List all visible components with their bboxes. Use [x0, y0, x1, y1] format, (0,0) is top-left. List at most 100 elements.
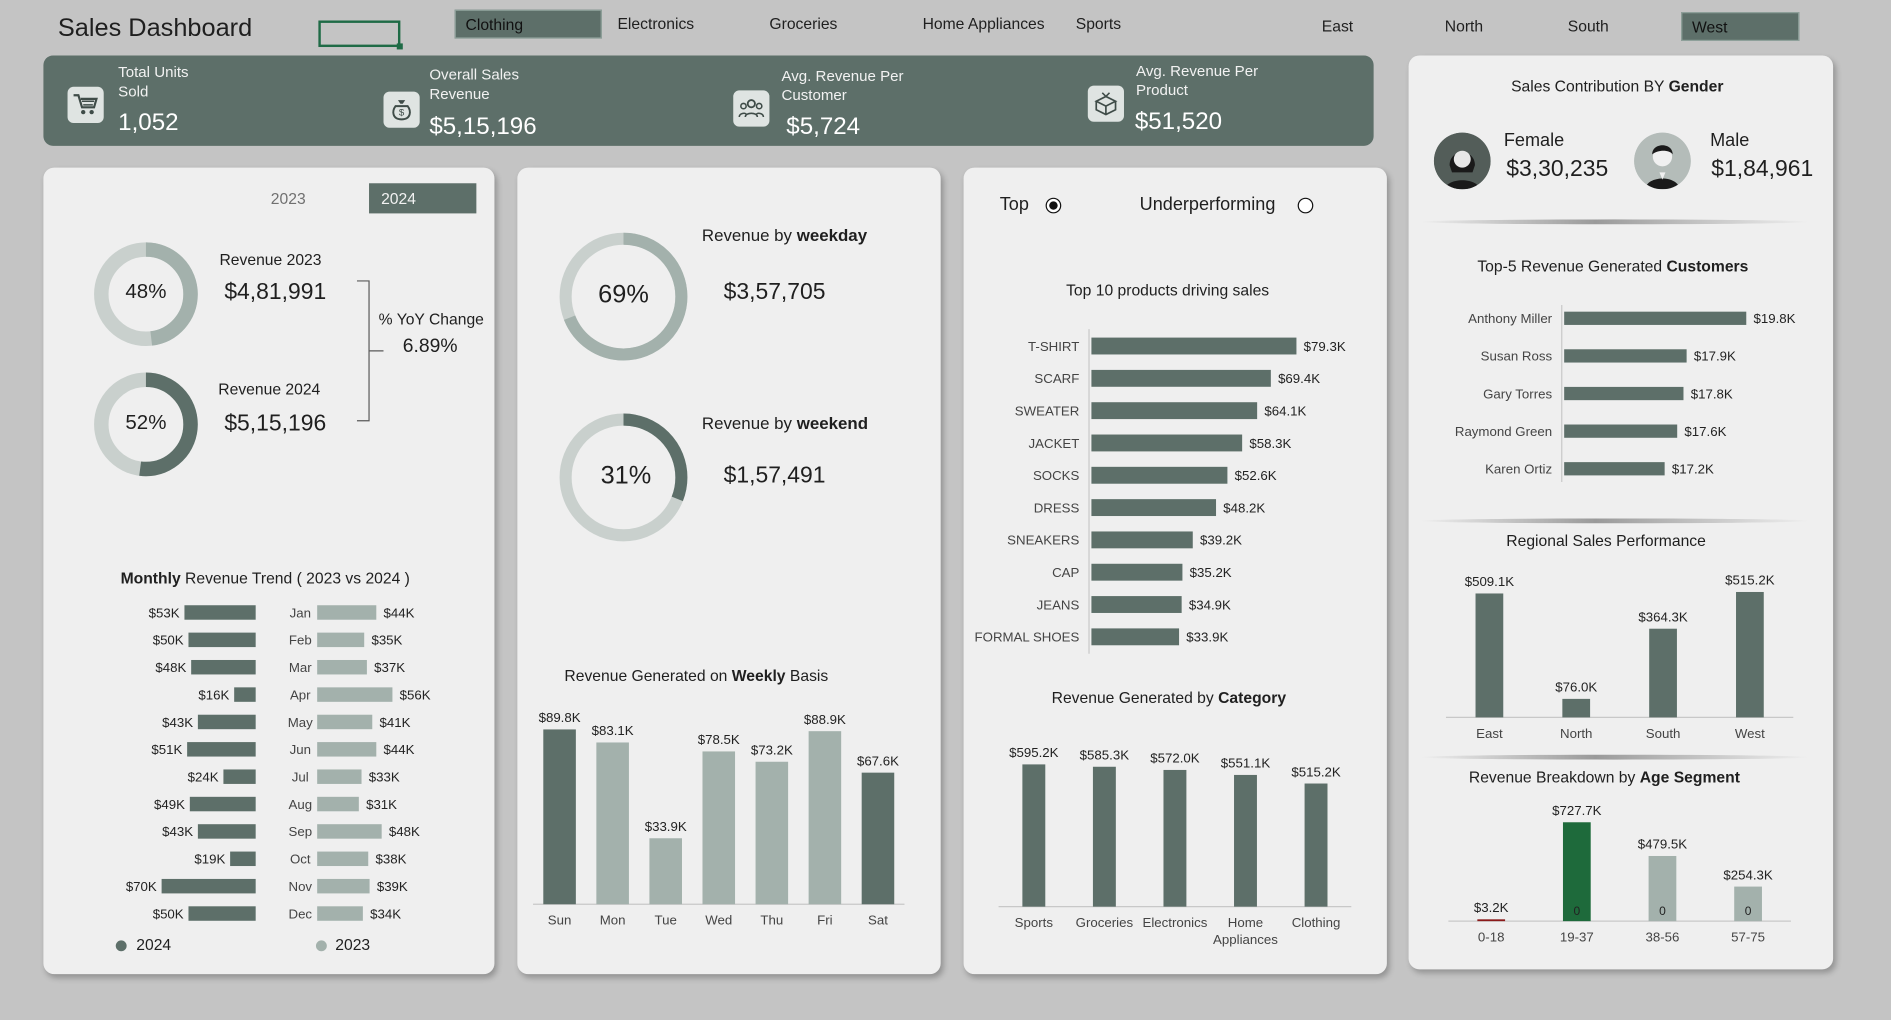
slicer-electronics[interactable]: Electronics	[617, 14, 695, 33]
category-chart: $595.2K Sports $585.3K Groceries $572.0K Elec…	[998, 745, 1352, 947]
radio-top[interactable]	[1045, 197, 1062, 214]
value-label-wed: $78.5K	[698, 732, 740, 747]
bar-electronics	[1163, 769, 1187, 907]
bar-2023-jul	[317, 769, 362, 784]
kpi-customer-label: Avg. Revenue Per Customer	[781, 67, 904, 104]
bar-dress	[1091, 499, 1217, 517]
bar-2024-feb	[188, 632, 256, 648]
value-label-north: $76.0K	[1555, 680, 1597, 695]
value-label-0-18: $3.2K	[1474, 900, 1509, 915]
month-label-jul: Jul	[292, 770, 309, 785]
donut-2023-arc	[94, 242, 198, 347]
monthly-chart: $53K Jan $44K $50K Feb $35K $48K Mar $37K $16K Apr…	[126, 605, 431, 921]
bar-2023-oct	[317, 851, 369, 867]
slicer-groceries[interactable]: Groceries	[769, 14, 838, 33]
revenue-2024-label: Revenue 2024	[218, 379, 321, 398]
slicer-east[interactable]: East	[1321, 16, 1354, 35]
customers-chart: Anthony Miller $19.8K Susan Ross $17.9K Gary…	[1455, 305, 1796, 483]
bar-2024-mar	[191, 659, 256, 675]
selected-cell[interactable]	[318, 20, 403, 50]
value-label-susan-ross: $17.9K	[1694, 349, 1736, 364]
toggle-2024[interactable]: 2024	[369, 183, 477, 214]
category-label-dress: DRESS	[1034, 500, 1080, 515]
label-2024-jan: $53K	[149, 605, 180, 620]
bar-karen-ortiz	[1564, 462, 1665, 476]
category-label-north: North	[1560, 726, 1592, 741]
month-label-nov: Nov	[289, 879, 313, 894]
bar-2023-feb	[317, 632, 365, 648]
bar-2023-jun	[317, 742, 377, 757]
toggle-2023[interactable]: 2023	[270, 189, 306, 208]
products-panel: Top Underperforming Top 10 products driv…	[963, 167, 1387, 975]
weekday-title: Revenue by weekday	[701, 225, 868, 245]
revenue-2024-value: $5,15,196	[224, 411, 327, 437]
bar-2024-may	[197, 714, 256, 730]
month-label-mar: Mar	[289, 660, 312, 675]
month-label-jan: Jan	[290, 605, 311, 620]
category-label-home-appliances: Home Appliances	[1213, 915, 1278, 947]
bar-sat	[861, 772, 895, 905]
bar-0-18	[1477, 919, 1506, 922]
bar-2023-dec	[317, 906, 363, 921]
slicer-home-appliances[interactable]: Home Appliances	[922, 14, 1045, 33]
radio-underperforming[interactable]	[1297, 197, 1314, 214]
kpi-units-value: 1,052	[118, 109, 179, 137]
value-label-19-37: $727.7K	[1552, 803, 1602, 818]
value-label-jeans: $34.9K	[1189, 597, 1231, 612]
category-label-sat: Sat	[868, 913, 888, 928]
top10-chart-title: Top 10 products driving sales	[1066, 280, 1270, 300]
female-label: Female	[1503, 130, 1565, 151]
category-label-sneakers: SNEAKERS	[1007, 533, 1079, 548]
weekday-panel: 69% Revenue by weekday $3,57,705 31% Rev…	[517, 167, 941, 975]
bar-gary-torres	[1564, 386, 1684, 401]
value-label-groceries: $585.3K	[1080, 748, 1130, 763]
bar-clothing	[1304, 783, 1328, 907]
year-panel: 2023 2024 48% Revenue 2023 $4,81,991 52%…	[43, 167, 495, 975]
month-label-aug: Aug	[289, 797, 313, 812]
category-label-west: West	[1735, 726, 1765, 741]
value-label-east: $509.1K	[1465, 574, 1515, 589]
category-label-sun: Sun	[548, 913, 572, 928]
category-label-anthony-miller: Anthony Miller	[1468, 311, 1553, 326]
bar-2024-jul	[223, 769, 256, 784]
bar-2024-jan	[184, 605, 256, 620]
label-2023-jan: $44K	[384, 605, 415, 620]
value-label-socks: $52.6K	[1235, 468, 1277, 483]
donut-weekday	[559, 232, 688, 361]
category-label-susan-ross: Susan Ross	[1481, 349, 1553, 364]
bar-sweater	[1091, 402, 1258, 420]
slicer-clothing[interactable]: Clothing	[454, 9, 602, 39]
female-avatar-icon	[1433, 132, 1491, 190]
bar-2024-aug	[189, 796, 256, 812]
slicer-north[interactable]: North	[1444, 16, 1484, 35]
regional-chart-title: Regional Sales Performance	[1506, 531, 1706, 550]
value-label-formal-shoes: $33.9K	[1186, 630, 1228, 645]
category-chart-title: Revenue Generated by Category	[1051, 688, 1287, 707]
bar-socks	[1091, 466, 1228, 484]
label-2024-dec: $50K	[153, 906, 184, 921]
bar-2024-dec	[188, 906, 256, 921]
bar-sneakers	[1091, 531, 1193, 549]
bar-2023-nov	[317, 878, 370, 894]
slicer-west[interactable]: West	[1681, 12, 1800, 41]
month-label-sep: Sep	[289, 824, 313, 839]
label-2024-apr: $16K	[198, 687, 229, 702]
slicer-south[interactable]: South	[1567, 16, 1609, 35]
value-label-karen-ortiz: $17.2K	[1672, 462, 1714, 477]
month-label-dec: Dec	[289, 906, 313, 921]
page-title: Sales Dashboard	[57, 14, 253, 43]
bar-north	[1562, 698, 1591, 718]
category-label-raymond-green: Raymond Green	[1455, 424, 1552, 439]
radio-top-label: Top	[999, 194, 1029, 215]
value-label-anthony-miller: $19.8K	[1754, 311, 1796, 326]
category-label-scarf: SCARF	[1034, 371, 1079, 386]
label-2024-aug: $49K	[154, 797, 185, 812]
donut-2023-pct: 48%	[125, 279, 167, 303]
value-label-cap: $35.2K	[1190, 565, 1232, 580]
divider	[1420, 518, 1809, 524]
slicer-sports[interactable]: Sports	[1075, 14, 1122, 33]
bar-2024-nov	[161, 878, 256, 894]
value-label-dress: $48.2K	[1223, 500, 1265, 515]
label-2023-mar: $37K	[374, 660, 405, 675]
revenue-2023-value: $4,81,991	[224, 279, 327, 306]
